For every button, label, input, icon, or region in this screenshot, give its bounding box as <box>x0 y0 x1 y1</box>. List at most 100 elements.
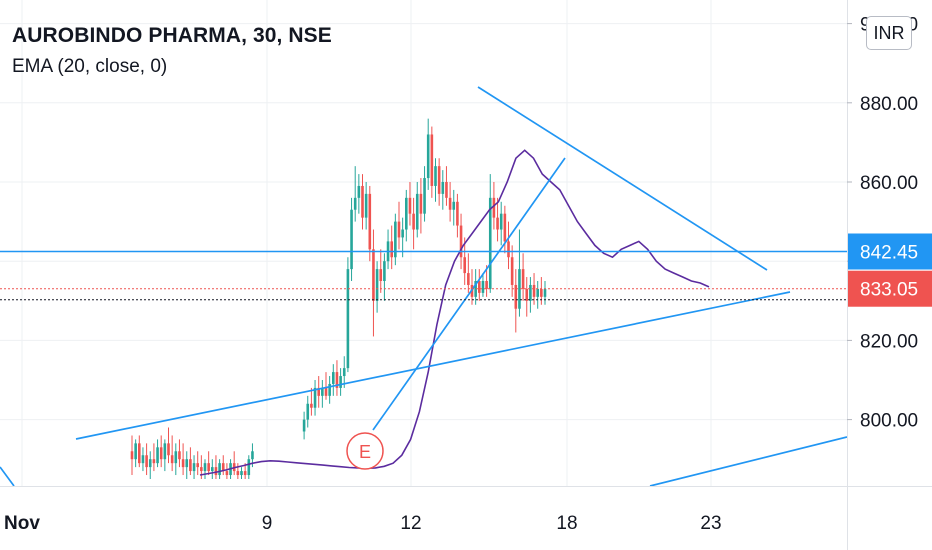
candle-body <box>361 185 364 218</box>
price-label-1: 833.05 <box>848 270 932 307</box>
candle-41 <box>328 376 331 404</box>
candle-61 <box>401 217 404 258</box>
price-tick-label-3: 860.00 <box>860 173 918 194</box>
candle-body <box>503 213 507 242</box>
candle-body <box>159 447 163 460</box>
candle-body <box>423 178 426 214</box>
candle-body <box>521 269 525 289</box>
candle-body <box>214 467 218 476</box>
trendline-stub <box>0 466 15 486</box>
candle-83 <box>481 273 485 297</box>
candle-73 <box>445 166 448 206</box>
time-tick-label-4: 23 <box>700 513 721 534</box>
candle-52 <box>368 185 372 262</box>
candle-45 <box>342 356 346 388</box>
price-label-text: 842.45 <box>860 242 918 263</box>
candle-body <box>196 463 199 468</box>
candle-body <box>536 288 539 297</box>
candle-60 <box>397 201 401 250</box>
candle-78 <box>463 237 466 285</box>
candle-46 <box>346 257 350 373</box>
candle-38 <box>317 376 320 408</box>
candle-90 <box>507 221 510 270</box>
trendline-1 <box>477 86 768 271</box>
candle-body <box>178 451 181 460</box>
candle-body <box>306 403 310 420</box>
trendline-0 <box>75 291 791 440</box>
candle-body <box>163 443 167 460</box>
candle-1 <box>134 439 137 468</box>
candle-body <box>426 134 430 179</box>
candle-body <box>514 284 518 309</box>
candle-body <box>200 467 203 472</box>
candle-13 <box>178 439 181 468</box>
candle-54 <box>375 261 379 313</box>
price-label-box <box>848 270 932 307</box>
time-tick-label-2: 12 <box>400 513 421 534</box>
candle-body <box>390 241 393 258</box>
candle-98 <box>536 281 539 309</box>
candle-15 <box>185 451 189 479</box>
candle-9 <box>163 439 167 472</box>
currency-badge[interactable]: INR <box>866 16 912 50</box>
candle-body <box>236 471 240 476</box>
event-letter: E <box>359 442 371 462</box>
candle-body <box>167 443 170 456</box>
candle-body <box>437 166 441 194</box>
candle-body <box>478 281 481 293</box>
candle-4 <box>145 443 148 476</box>
candle-body <box>138 443 141 464</box>
candle-body <box>174 451 178 464</box>
ema-line <box>199 149 710 476</box>
grid-lines <box>0 0 847 486</box>
candle-93 <box>518 229 521 317</box>
candle-72 <box>441 170 445 210</box>
candle-71 <box>437 158 441 206</box>
candle-50 <box>361 174 364 230</box>
price-label-0: 842.45 <box>848 233 932 270</box>
candle-body <box>375 269 379 301</box>
symbol-title[interactable]: AUROBINDO PHARMA, 30, NSE <box>12 24 332 47</box>
chart-legend: AUROBINDO PHARMA, 30, NSE EMA (20, close… <box>12 22 332 81</box>
candle-69 <box>430 126 434 198</box>
candle-81 <box>474 269 477 305</box>
candle-68 <box>426 118 430 190</box>
candle-58 <box>390 225 393 270</box>
candle-body <box>452 201 456 210</box>
candle-body <box>405 197 408 230</box>
candle-body <box>353 197 357 210</box>
candle-79 <box>467 253 470 293</box>
candle-body <box>529 284 532 301</box>
indicator-label[interactable]: EMA (20, close, 0) <box>12 56 168 77</box>
candle-body <box>225 471 229 476</box>
candle-59 <box>394 213 397 266</box>
candle-body <box>357 185 361 198</box>
candle-18 <box>196 451 199 476</box>
candle-20 <box>203 459 207 479</box>
candle-body <box>448 197 452 210</box>
candle-body <box>441 182 445 194</box>
candle-body <box>251 451 254 460</box>
event-circle <box>346 432 384 470</box>
candle-body <box>145 455 148 468</box>
candle-body <box>335 372 339 388</box>
time-tick-label-0: Nov <box>4 513 40 534</box>
candle-body <box>342 368 346 377</box>
candle-21 <box>207 451 210 476</box>
candle-43 <box>335 360 339 396</box>
candle-body <box>364 193 368 218</box>
candle-body <box>203 463 207 472</box>
candle-42 <box>332 364 335 396</box>
candle-16 <box>189 447 192 476</box>
candle-95 <box>525 277 529 317</box>
candle-30 <box>240 467 243 479</box>
candle-57 <box>386 229 390 270</box>
candle-body <box>350 209 353 270</box>
earnings-event-marker: E <box>346 432 384 470</box>
candle-body <box>156 447 159 464</box>
candle-body <box>130 451 134 460</box>
candle-66 <box>419 178 423 234</box>
candle-29 <box>236 463 240 479</box>
candle-body <box>211 467 214 472</box>
